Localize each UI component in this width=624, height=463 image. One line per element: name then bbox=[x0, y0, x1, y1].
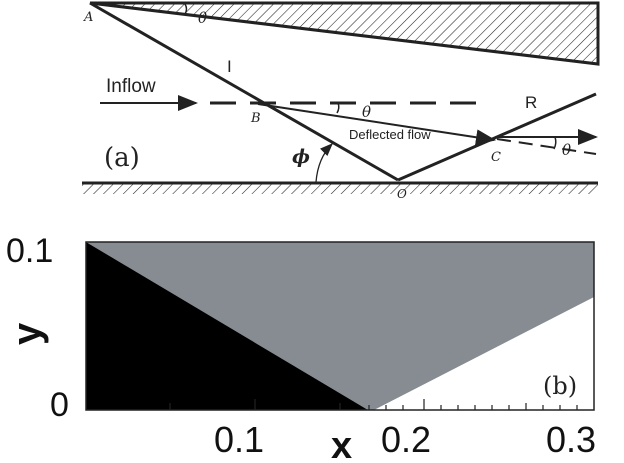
theta-arc-c bbox=[553, 136, 557, 150]
wedge bbox=[89, 1, 600, 66]
point-b-label: B bbox=[250, 111, 261, 126]
phi-arc bbox=[315, 143, 333, 183]
wall-hatch bbox=[82, 184, 598, 194]
x-tick-0-1: 0.1 bbox=[214, 419, 264, 460]
pre-shock-region bbox=[86, 242, 368, 410]
theta-arc-b bbox=[336, 102, 340, 114]
deflected-flow-arrow bbox=[257, 103, 496, 146]
theta-label-c: θ bbox=[562, 141, 571, 159]
point-c-label: C bbox=[491, 150, 501, 165]
deflected-flow-label: Deflected flow bbox=[349, 127, 431, 142]
theta-label-b: θ bbox=[362, 103, 371, 121]
theta-label-a: θ bbox=[198, 9, 207, 27]
incident-shock-label: I bbox=[227, 57, 232, 76]
x-axis-label: x bbox=[331, 425, 352, 463]
x-tick-0-2: 0.2 bbox=[381, 419, 431, 460]
incident-shock-line bbox=[89, 1, 399, 182]
deflection-dashed-line bbox=[496, 138, 597, 155]
point-a-label: A bbox=[83, 10, 93, 25]
post-incident-region bbox=[86, 242, 594, 410]
x-tick-0-3: 0.3 bbox=[546, 419, 596, 460]
y-tick-bottom: 0 bbox=[50, 386, 69, 424]
panel-b-plot: (b) 0.1 0 y 0.1 0.2 0.3 x bbox=[5, 232, 596, 463]
panel-b-label: (b) bbox=[543, 372, 577, 400]
y-tick-top: 0.1 bbox=[6, 232, 53, 270]
point-o-label: O bbox=[397, 187, 407, 201]
panel-a-label: (a) bbox=[104, 143, 140, 173]
inflow-label: Inflow bbox=[106, 76, 156, 97]
phi-label: ϕ bbox=[292, 146, 310, 168]
panel-a-schematic: A θ I Inflow B θ R Deflected flow (a) ϕ … bbox=[82, 1, 600, 201]
x-axis-ticks bbox=[169, 399, 578, 410]
y-axis-label: y bbox=[5, 322, 49, 345]
theta-arc-a bbox=[184, 3, 188, 15]
reflected-shock-label: R bbox=[525, 93, 537, 112]
